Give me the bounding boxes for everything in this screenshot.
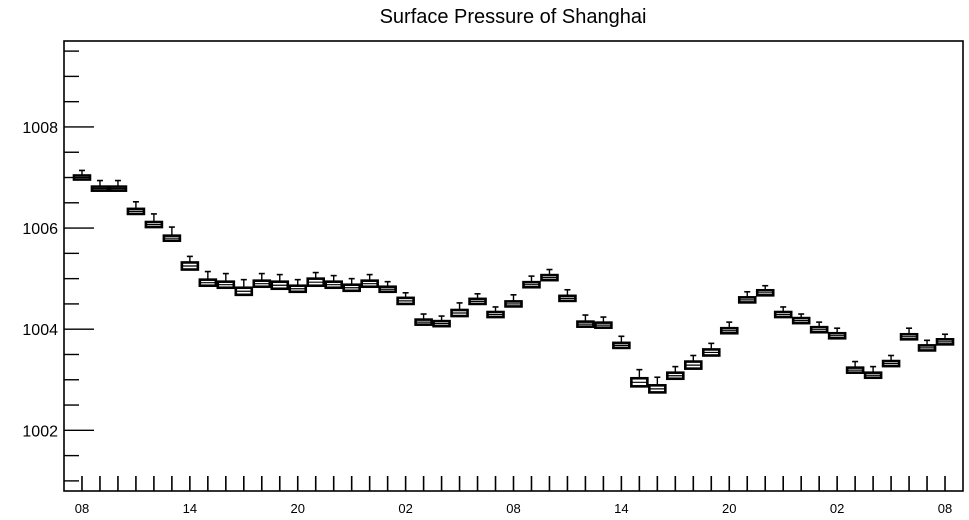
y-tick-label: 1002 (22, 423, 58, 440)
box-series (72, 169, 955, 394)
x-tick-label: 08 (938, 501, 952, 516)
x-tick-label: 02 (830, 501, 844, 516)
y-tick-label: 1006 (22, 221, 58, 238)
x-tick-label: 02 (398, 501, 412, 516)
x-tick-label: 20 (722, 501, 736, 516)
y-axis: 1002 1004 1006 1008 (22, 50, 94, 482)
x-tick-label: 08 (75, 501, 89, 516)
x-axis: 08 14 20 02 08 14 20 02 08 (75, 476, 952, 516)
x-tick-label: 14 (614, 501, 628, 516)
y-tick-label: 1008 (22, 120, 58, 137)
x-tick-label: 14 (183, 501, 197, 516)
y-tick-label: 1004 (22, 322, 58, 339)
chart-title: Surface Pressure of Shanghai (380, 6, 647, 28)
x-tick-label: 08 (506, 501, 520, 516)
x-tick-label: 20 (291, 501, 305, 516)
